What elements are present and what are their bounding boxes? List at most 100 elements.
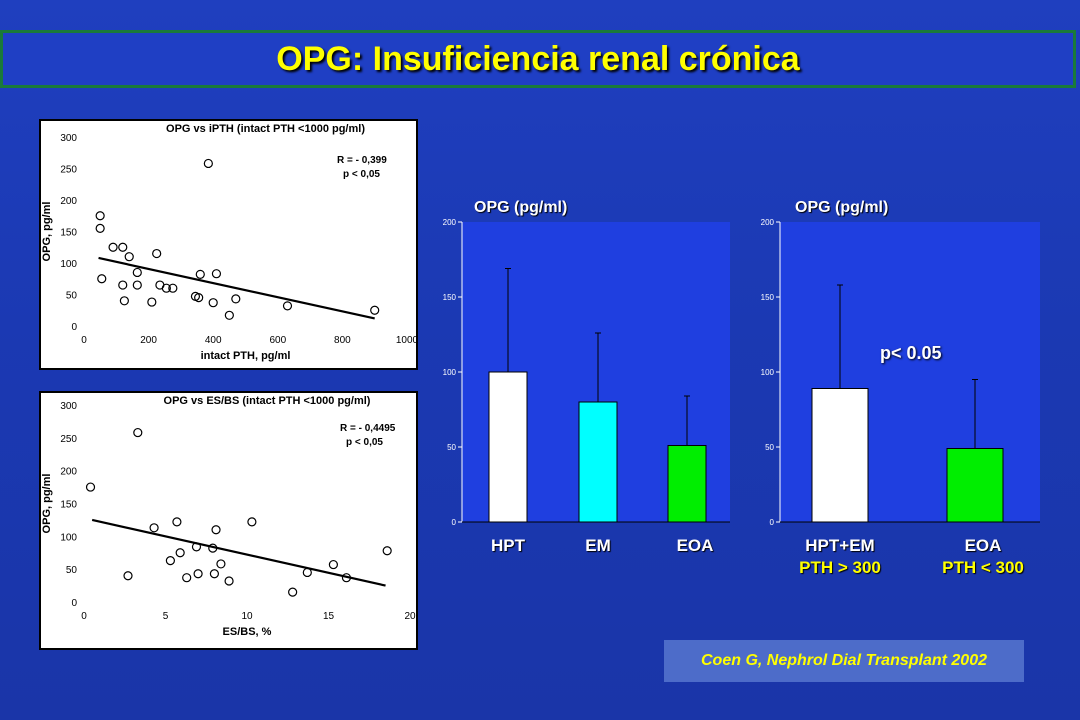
data-point	[119, 296, 129, 306]
data-point	[211, 525, 221, 535]
x-tick-label: 20	[404, 611, 416, 622]
data-point	[161, 283, 171, 293]
category-label: HPT+EM	[805, 536, 875, 555]
y-tick-label: 100	[60, 259, 77, 270]
bar-chart-1: 0 50 100 150 200	[443, 218, 730, 527]
data-point	[118, 280, 128, 290]
y-tick-label: 300	[60, 401, 77, 412]
scatter-panel-esbs: OPG vs ES/BS (intact PTH <1000 pg/ml) 0 50…	[39, 391, 418, 650]
y-tick-label: 0	[770, 518, 775, 527]
y-tick-label: 0	[71, 598, 77, 609]
regression-line	[91, 518, 386, 587]
x-tick-label: 15	[323, 611, 335, 622]
data-point	[282, 301, 293, 311]
y-tick-label: 200	[60, 196, 77, 207]
y-tick-label: 50	[66, 291, 78, 302]
y-tick-label: 50	[66, 565, 78, 576]
x-tick-label: 0	[81, 611, 87, 622]
y-tick-label: 300	[60, 133, 77, 144]
data-point	[124, 252, 134, 262]
data-point	[203, 158, 213, 169]
stat-p: p < 0,05	[346, 437, 383, 448]
data-point	[108, 242, 118, 252]
data-point	[118, 242, 128, 252]
x-tick-label: 800	[334, 335, 351, 346]
data-point	[95, 223, 105, 233]
data-point	[382, 546, 392, 556]
scatter-chart-pth: OPG vs iPTH (intact PTH <1000 pg/ml) 0 50 1…	[41, 123, 419, 362]
x-tick-label: 5	[163, 611, 169, 622]
data-point	[328, 559, 338, 570]
data-point	[288, 587, 298, 597]
y-tick-label: 0	[71, 322, 77, 333]
data-point	[224, 310, 234, 320]
y-tick-label: 150	[60, 228, 77, 239]
y-tick-label: 250	[60, 165, 77, 176]
y-axis-label: OPG, pg/ml	[41, 202, 53, 262]
y-axis-label: OPG, pg/ml	[41, 474, 53, 534]
data-point	[132, 280, 142, 290]
citation-text: Coen G, Nephrol Dial Transplant 2002	[701, 652, 987, 669]
scatter-chart-esbs: OPG vs ES/BS (intact PTH <1000 pg/ml)050…	[41, 395, 416, 638]
data-point	[209, 569, 219, 579]
bar	[488, 371, 528, 523]
data-point	[193, 569, 203, 579]
stat-r: R = - 0,4495	[340, 423, 396, 434]
category-label: HPT	[491, 536, 525, 555]
data-point	[194, 293, 204, 303]
x-axis-label: ES/BS, %	[223, 626, 272, 638]
x-tick-label: 600	[269, 335, 286, 346]
bar	[578, 401, 618, 523]
category-label: EM	[585, 536, 611, 555]
slide-title: OPG: Insuficiencia renal crónica	[276, 39, 800, 78]
category-label: EOA	[676, 536, 714, 555]
data-point	[132, 267, 142, 278]
x-axis-label: intact PTH, pg/ml	[201, 350, 291, 362]
data-point	[175, 548, 185, 558]
data-point	[370, 305, 380, 315]
stat-p: p < 0,05	[343, 169, 380, 180]
scatter-panel-pth: OPG vs iPTH (intact PTH <1000 pg/ml) 0 50 1…	[39, 119, 419, 370]
data-point	[165, 556, 175, 566]
y-tick-label: 100	[443, 368, 457, 377]
data-point	[231, 294, 241, 304]
x-tick-label: 200	[140, 335, 157, 346]
x-tick-label: 10	[241, 611, 253, 622]
data-point	[208, 298, 218, 308]
regression-line	[98, 256, 375, 320]
data-point	[152, 248, 162, 259]
y-tick-label: 100	[761, 368, 775, 377]
data-point	[195, 269, 205, 279]
data-point	[95, 211, 105, 221]
citation-box: Coen G, Nephrol Dial Transplant 2002	[664, 640, 1024, 682]
chart-title: OPG vs iPTH (intact PTH <1000 pg/ml)	[166, 123, 365, 135]
x-tick-label: 0	[81, 335, 87, 346]
bar	[667, 445, 707, 523]
bar-chart-2: 0 50 100 150 200	[761, 218, 1040, 527]
y-tick-label: 50	[765, 443, 774, 452]
data-point	[211, 269, 222, 279]
y-tick-label: 150	[443, 293, 457, 302]
data-point	[172, 517, 182, 527]
significance-annotation: p< 0.05	[880, 343, 942, 363]
category-sublabel: PTH > 300	[799, 558, 881, 577]
y-tick-label: 0	[452, 518, 457, 527]
bar-chart-2-ylabel: OPG (pg/ml)	[795, 199, 889, 216]
title-bar: OPG: Insuficiencia renal crónica	[0, 30, 1076, 88]
stat-r: R = - 0,399	[337, 155, 387, 166]
category-label: EOA	[964, 536, 1002, 555]
data-point	[123, 571, 133, 581]
data-point	[216, 559, 226, 569]
chart-title: OPG vs ES/BS (intact PTH <1000 pg/ml)	[164, 395, 371, 407]
y-tick-label: 150	[761, 293, 775, 302]
data-point	[182, 573, 192, 583]
data-point	[247, 517, 257, 527]
y-tick-label: 250	[60, 434, 77, 445]
bar	[946, 448, 1004, 523]
bar	[811, 388, 869, 523]
y-tick-label: 200	[60, 467, 77, 478]
category-sublabel: PTH < 300	[942, 558, 1024, 577]
y-tick-label: 200	[443, 218, 457, 227]
data-point	[149, 523, 159, 533]
data-point	[133, 427, 143, 438]
